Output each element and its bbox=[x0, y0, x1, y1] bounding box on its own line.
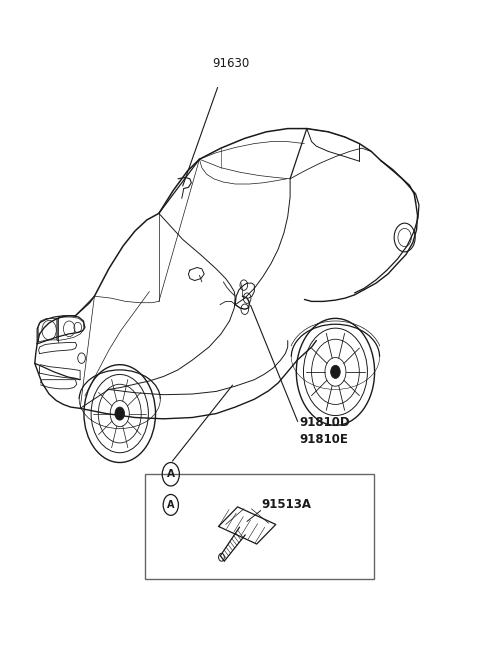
Circle shape bbox=[115, 407, 124, 420]
Text: 91513A: 91513A bbox=[262, 498, 312, 512]
Text: 91630: 91630 bbox=[212, 57, 249, 70]
Text: A: A bbox=[167, 500, 175, 510]
Text: A: A bbox=[167, 469, 175, 479]
Circle shape bbox=[331, 365, 340, 379]
Text: 91810E: 91810E bbox=[300, 433, 348, 446]
Bar bbox=[144, 474, 373, 578]
Text: 91810D: 91810D bbox=[300, 415, 350, 428]
